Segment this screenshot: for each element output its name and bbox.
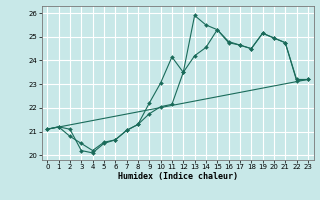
X-axis label: Humidex (Indice chaleur): Humidex (Indice chaleur)	[118, 172, 237, 181]
